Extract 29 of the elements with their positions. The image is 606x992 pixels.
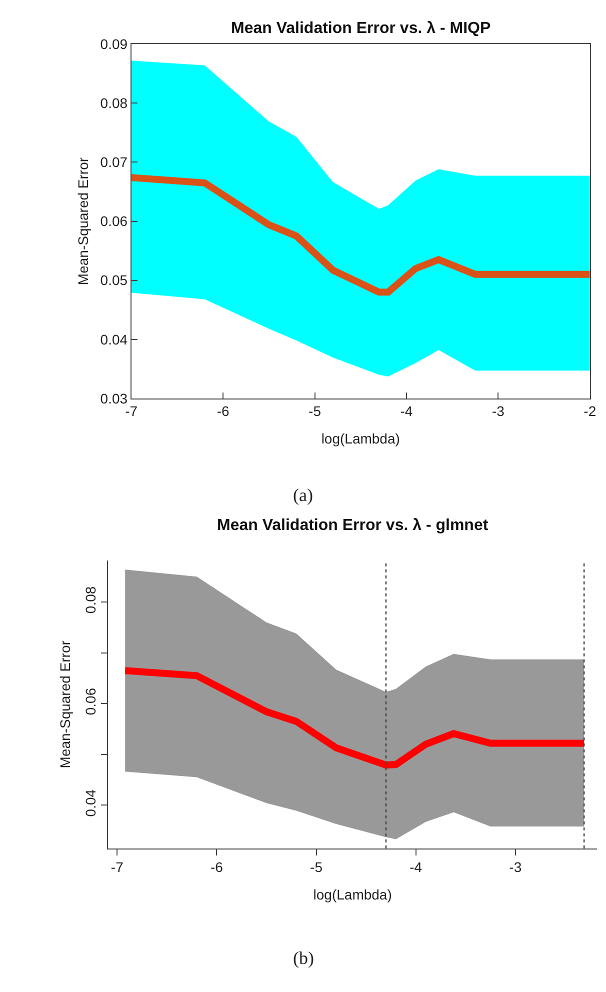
x-tick-label: -6 [216,403,230,420]
x-tick-label: -2 [584,403,596,420]
x-axis-title: log(Lambda) [321,430,400,446]
y-tick-label: 0.06 [100,213,128,230]
x-tick-label: -4 [400,403,413,420]
x-axis-title: log(Lambda) [313,886,392,902]
y-axis-title: Mean-Squared Error [57,640,74,768]
y-tick-label: 0.06 [82,688,99,716]
y-axis-title: Mean-Squared Error [74,157,91,286]
y-tick-label: 0.07 [100,154,128,170]
x-tick-label: -7 [125,403,138,420]
x-tick-label: -7 [110,859,124,876]
y-tick-label: 0.03 [100,390,128,406]
x-tick-label: -6 [210,859,224,876]
y-tick-label: 0.08 [82,586,99,614]
y-tick-label: 0.05 [100,272,128,288]
y-tick-label: 0.09 [100,36,128,52]
x-tick-label: -5 [310,859,323,876]
chart-title: Mean Validation Error vs. λ - glmnet [217,517,489,534]
x-tick-label: -5 [308,403,322,420]
y-tick-label: 0.04 [82,789,99,817]
text: (a) [293,485,313,505]
text: (b) [293,948,314,968]
y-tick-label: 0.08 [100,95,128,112]
x-tick-label: -4 [410,859,422,876]
x-tick-label: -3 [492,403,505,420]
x-tick-label: -3 [509,859,522,876]
chart-title: Mean Validation Error vs. λ - MIQP [231,20,491,37]
y-tick-label: 0.04 [100,331,128,348]
